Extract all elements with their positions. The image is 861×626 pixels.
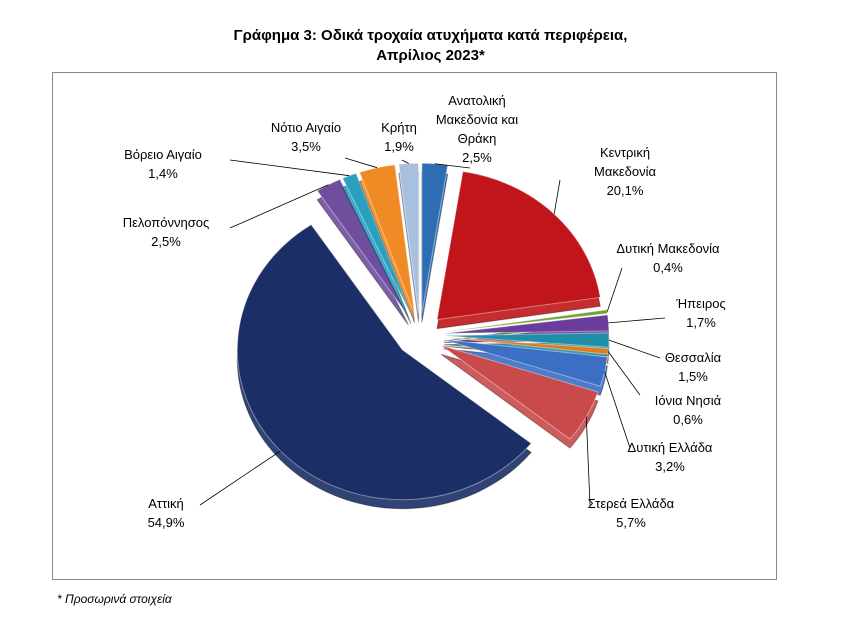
value-label: 3,2% <box>655 459 685 474</box>
leader-line <box>199 450 281 506</box>
slice <box>443 309 609 333</box>
value-label: 1,7% <box>686 315 716 330</box>
value-label: 5,7% <box>616 515 646 530</box>
leader-line <box>434 163 471 169</box>
leader-line <box>229 184 329 229</box>
category-label: Δυτική Ελλάδα <box>627 440 713 455</box>
category-label: Βόρειο Αιγαίο <box>124 147 202 162</box>
category-label: Πελοπόννησος <box>122 215 210 230</box>
leader-line <box>608 339 661 359</box>
slice <box>440 344 599 440</box>
slice <box>358 164 416 314</box>
value-label: 1,9% <box>384 139 414 154</box>
leader-line <box>607 351 641 396</box>
category-label: Κρήτη <box>381 120 417 135</box>
footnote: * Προσωρινά στοιχεία <box>57 592 172 606</box>
slice <box>236 223 532 501</box>
leader-line <box>344 157 378 169</box>
chart-title: Γράφημα 3: Οδικά τροχαία ατυχήματα κατά … <box>233 27 628 64</box>
leader-line <box>604 371 631 449</box>
leader-line <box>608 317 666 324</box>
chart-title-box: Γράφημα 3: Οδικά τροχαία ατυχήματα κατά … <box>0 26 861 66</box>
category-label: Αττική <box>148 496 184 511</box>
value-label: 3,5% <box>291 139 321 154</box>
value-label: 0,6% <box>673 412 703 427</box>
value-label: 1,4% <box>148 166 178 181</box>
category-label: Ανατολική Μακεδονία και Θράκη <box>435 93 519 146</box>
value-label: 0,4% <box>653 260 683 275</box>
leader-line <box>553 179 561 215</box>
category-label: Θεσσαλία <box>664 350 722 365</box>
slice <box>436 170 601 321</box>
category-label: Δυτική Μακεδονία <box>616 241 720 256</box>
leader-line <box>585 416 591 506</box>
category-label: Νότιο Αιγαίο <box>270 120 342 135</box>
value-label: 20,1% <box>606 183 644 198</box>
slice <box>443 336 609 355</box>
category-label: Ήπειρος <box>676 296 726 311</box>
category-label: Ιόνια Νησιά <box>654 393 722 408</box>
value-label: 2,5% <box>151 234 181 249</box>
leader-line <box>401 159 409 164</box>
value-label: 2,5% <box>462 150 492 165</box>
value-label: 1,5% <box>678 369 708 384</box>
chart-frame <box>52 72 777 580</box>
category-label: Στερεά Ελλάδα <box>587 496 675 511</box>
value-label: 54,9% <box>147 515 185 530</box>
leader-line <box>606 267 623 312</box>
slice <box>443 339 608 387</box>
leader-line <box>229 159 350 177</box>
category-label: Κεντρική Μακεδονία <box>593 145 656 179</box>
